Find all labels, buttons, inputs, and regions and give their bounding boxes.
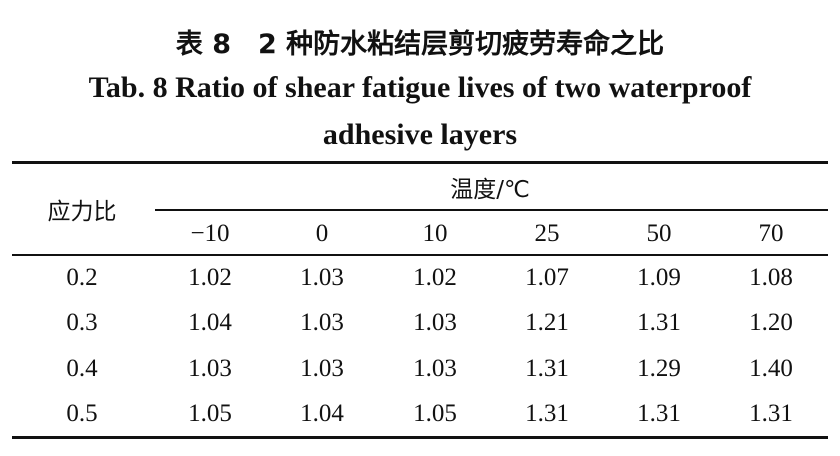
row-label: 0.5 xyxy=(66,400,98,427)
table-cell: 1.07 xyxy=(525,264,569,291)
table-cell: 1.04 xyxy=(300,400,344,427)
column-header: 25 xyxy=(534,220,560,247)
table-cell: 1.02 xyxy=(413,264,457,291)
table-cell: 1.05 xyxy=(188,400,232,427)
table-cell: 1.04 xyxy=(188,309,232,336)
column-header: 70 xyxy=(758,220,784,247)
row-label: 0.4 xyxy=(66,355,98,382)
table-cell: 1.05 xyxy=(413,400,457,427)
row-header: 应力比 xyxy=(47,199,117,225)
table-cell: 1.31 xyxy=(637,400,681,427)
bottom-rule xyxy=(12,436,828,439)
row-label: 0.2 xyxy=(66,264,98,291)
table-cell: 1.20 xyxy=(749,309,793,336)
column-header: 0 xyxy=(315,220,329,247)
table-cell: 1.09 xyxy=(637,264,681,291)
table-cell: 1.08 xyxy=(749,264,793,291)
column-header: 10 xyxy=(422,220,448,247)
column-header: 50 xyxy=(646,220,672,247)
table-cell: 1.03 xyxy=(413,355,457,382)
table-cell: 1.03 xyxy=(300,309,344,336)
table-cell: 1.03 xyxy=(413,309,457,336)
header-rule xyxy=(12,254,828,256)
table-cell: 1.31 xyxy=(749,400,793,427)
table-cell: 1.31 xyxy=(525,400,569,427)
column-header: −10 xyxy=(190,220,230,247)
group-rule xyxy=(155,209,828,211)
row-label: 0.3 xyxy=(66,309,98,336)
group-header: 温度/℃ xyxy=(450,177,530,203)
table-cell: 1.29 xyxy=(637,355,681,382)
table-cell: 1.40 xyxy=(749,355,793,382)
table-title-en: Tab. 8 Ratio of shear fatigue lives of t… xyxy=(88,71,752,151)
table-cell: 1.31 xyxy=(525,355,569,382)
top-rule xyxy=(12,161,828,164)
table-cell: 1.21 xyxy=(525,309,569,336)
table-cell: 1.31 xyxy=(637,309,681,336)
table-cell: 1.03 xyxy=(300,355,344,382)
table-cell: 1.03 xyxy=(300,264,344,291)
table-cell: 1.03 xyxy=(188,355,232,382)
table-cell: 1.02 xyxy=(188,264,232,291)
table-title-cn: 表 8 2 种防水粘结层剪切疲劳寿命之比 xyxy=(175,29,665,60)
